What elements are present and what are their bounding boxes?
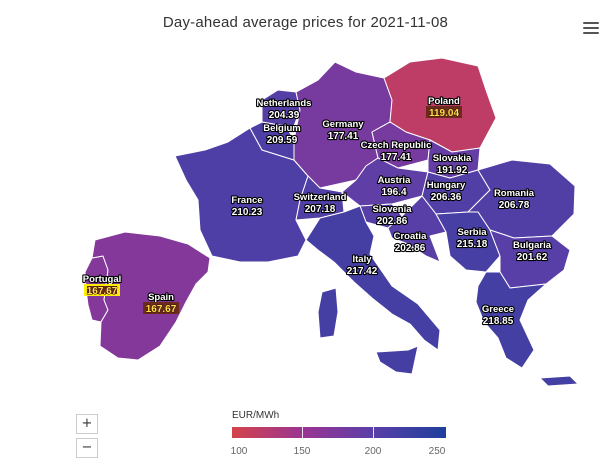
region-bulgaria[interactable] (489, 229, 571, 289)
zoom-controls: + − (76, 414, 98, 458)
region-value-serbia: 215.18 (457, 239, 488, 250)
region-label-greece: Greece (482, 304, 514, 315)
legend-tick-label: 150 (293, 446, 311, 457)
region-italy[interactable] (305, 205, 441, 351)
region-label-bulgaria: Bulgaria (513, 240, 552, 251)
region-value-germany: 177.41 (328, 131, 359, 142)
region-label-austria: Austria (378, 175, 411, 186)
region-switzerland[interactable] (295, 175, 345, 221)
region-france[interactable] (174, 127, 309, 263)
value-highlight-inner-portugal (87, 286, 117, 294)
region-label-hungary: Hungary (427, 180, 466, 191)
region-value-slovakia: 191.92 (437, 165, 468, 176)
region-value-czech-republic: 177.41 (381, 152, 412, 163)
region-label-poland: Poland (428, 96, 460, 107)
legend-tick-label: 100 (230, 446, 248, 457)
region-value-romania: 206.78 (499, 200, 530, 211)
region-value-italy: 217.42 (347, 266, 378, 277)
region-value-greece: 218.85 (483, 316, 514, 327)
region-label-netherlands: Netherlands (257, 98, 312, 109)
region-greece-crete[interactable] (539, 375, 579, 387)
region-italy-sicily[interactable] (375, 345, 419, 375)
legend-tick-line (373, 427, 374, 438)
region-label-slovakia: Slovakia (433, 153, 472, 164)
region-value-slovenia: 202.86 (377, 216, 408, 227)
region-value-hungary: 206.36 (431, 192, 462, 203)
region-label-slovenia: Slovenia (372, 204, 412, 215)
region-value-bulgaria: 201.62 (517, 252, 548, 263)
region-value-switzerland: 207.18 (305, 204, 336, 215)
region-value-spain: 167.67 (146, 304, 177, 315)
legend-title: EUR/MWh (232, 410, 280, 421)
region-label-spain: Spain (148, 292, 174, 303)
region-croatia[interactable] (387, 195, 447, 263)
region-label-croatia: Croatia (394, 231, 427, 242)
legend-tick-label: 250 (428, 446, 446, 457)
legend-tick-label: 200 (364, 446, 382, 457)
region-label-france: France (231, 195, 262, 206)
region-value-france: 210.23 (232, 207, 263, 218)
region-label-czech-republic: Czech Republic (361, 140, 432, 151)
region-netherlands[interactable] (261, 89, 301, 127)
hamburger-menu-icon[interactable] (583, 22, 599, 36)
region-value-austria: 196.4 (381, 187, 406, 198)
region-serbia[interactable] (435, 211, 501, 273)
region-value-portugal: 167.67 (87, 286, 118, 297)
region-label-germany: Germany (322, 119, 364, 130)
region-label-belgium: Belgium (263, 123, 300, 134)
region-italy-sardinia[interactable] (317, 287, 339, 339)
zoom-out-button[interactable]: − (76, 438, 98, 458)
legend-tick-line (302, 427, 303, 438)
value-highlight-spain (143, 302, 179, 314)
color-scale-bar (232, 427, 446, 438)
zoom-in-button[interactable]: + (76, 414, 98, 434)
region-value-croatia: 202.86 (395, 243, 426, 254)
region-label-romania: Romania (494, 188, 535, 199)
region-value-netherlands: 204.39 (269, 110, 300, 121)
value-highlight-poland (426, 106, 462, 118)
region-label-serbia: Serbia (457, 227, 487, 238)
region-spain[interactable] (91, 231, 211, 361)
region-value-belgium: 209.59 (267, 135, 298, 146)
region-value-poland: 119.04 (429, 108, 459, 119)
region-label-italy: Italy (352, 254, 372, 265)
map-title: Day-ahead average prices for 2021-11-08 (162, 14, 449, 31)
region-label-switzerland: Switzerland (294, 192, 347, 203)
region-greece[interactable] (475, 271, 547, 369)
region-label-portugal: Portugal (83, 274, 122, 285)
